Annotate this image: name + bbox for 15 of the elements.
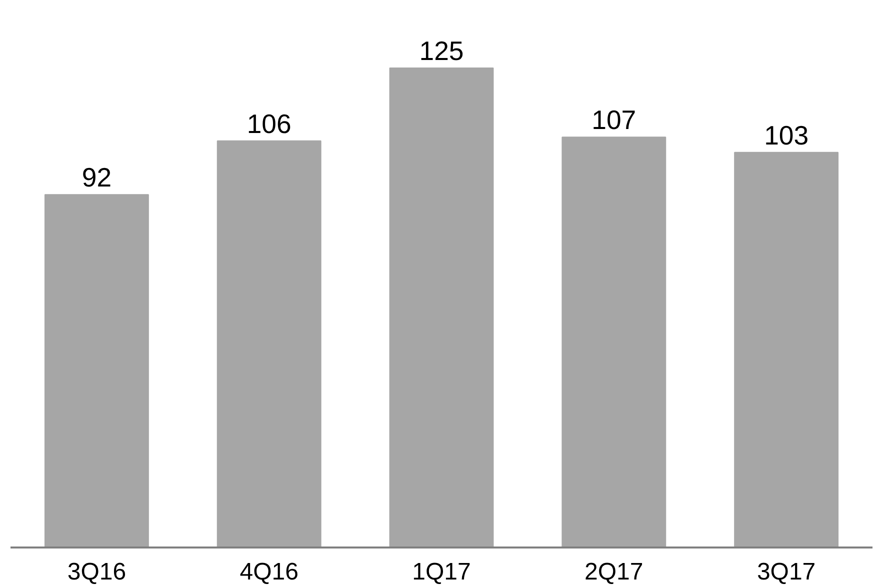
bar bbox=[734, 152, 839, 548]
bar bbox=[562, 136, 666, 548]
data-label: 125 bbox=[419, 36, 464, 66]
data-label: 106 bbox=[246, 108, 292, 139]
x-tick-label: 2Q17 bbox=[584, 558, 644, 586]
data-label: 92 bbox=[82, 162, 112, 193]
data-label: 103 bbox=[764, 120, 809, 150]
bar bbox=[389, 68, 494, 548]
bar bbox=[44, 194, 149, 548]
bar bbox=[216, 140, 322, 548]
x-tick-label: 1Q17 bbox=[412, 558, 471, 586]
x-tick-label: 4Q16 bbox=[240, 558, 298, 586]
data-label: 107 bbox=[592, 105, 636, 136]
x-tick-label: 3Q17 bbox=[756, 558, 816, 586]
x-tick-label: 3Q16 bbox=[67, 558, 126, 586]
